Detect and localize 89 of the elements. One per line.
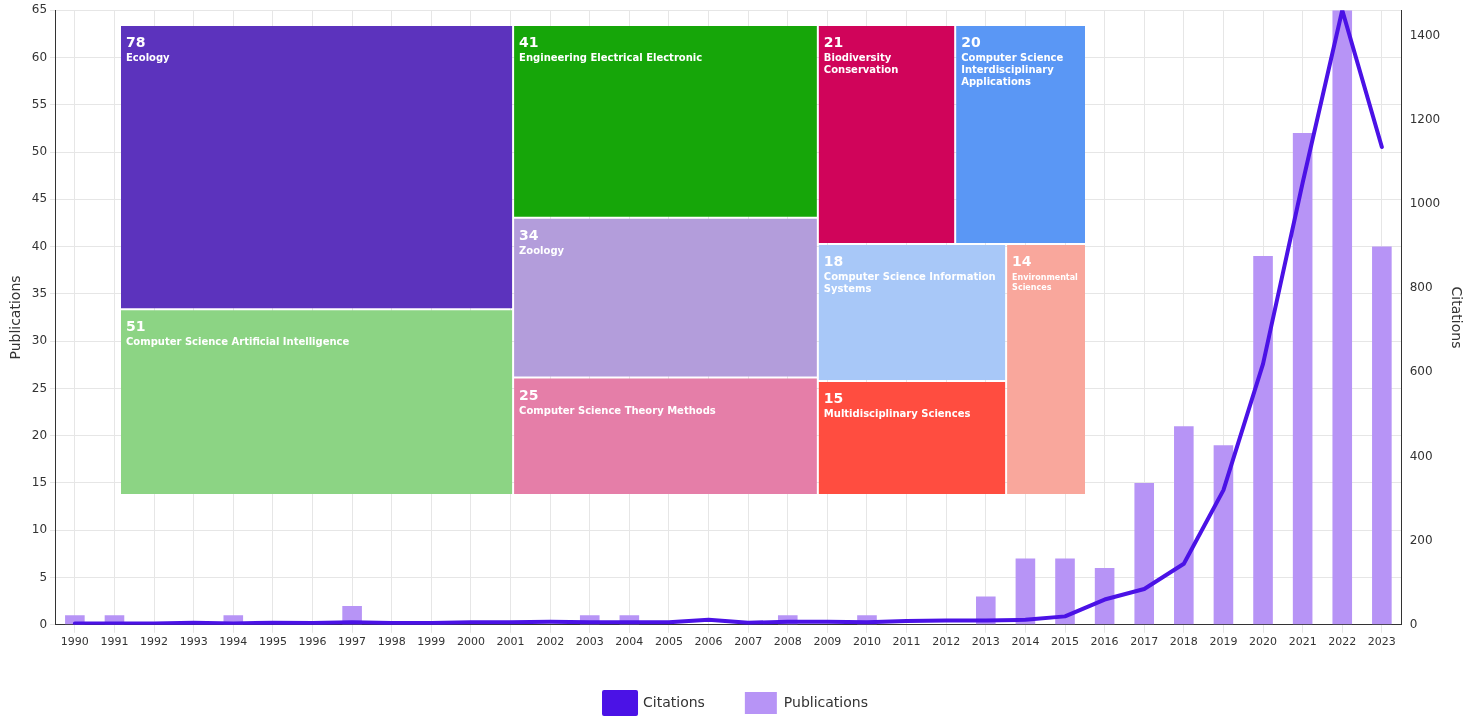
- y2-tick-label: 0: [1409, 616, 1418, 631]
- data-label: 78: [126, 34, 146, 50]
- bar: [1292, 133, 1313, 625]
- x-tick-label: 2007: [734, 635, 763, 649]
- y-tick-label: 35: [31, 285, 48, 300]
- x-tick-label: 1990: [60, 635, 89, 649]
- data-label: 18: [823, 252, 844, 269]
- bar: [1332, 10, 1353, 625]
- y-tick-label: 30: [31, 333, 48, 348]
- data-label: 34: [519, 226, 539, 243]
- x-tick-label: 1994: [219, 635, 248, 649]
- data-label: 15: [823, 389, 844, 406]
- bar: [1134, 482, 1155, 625]
- category-label: Engineering Electrical Electronic: [519, 52, 703, 63]
- category-label: Computer Science Theory Methods: [519, 404, 716, 416]
- category-label: Biodiversity Conservation: [823, 52, 899, 75]
- x-tick-label: 2023: [1367, 635, 1396, 649]
- y2-axis-title: Citations: [1448, 286, 1465, 349]
- category-label: Multidisciplinary Sciences: [823, 407, 971, 419]
- y-tick-label: 50: [31, 144, 48, 159]
- data-label: 21: [823, 34, 844, 50]
- y2-tick-label: 800: [1409, 280, 1433, 295]
- x-tick-label: 2009: [813, 635, 842, 649]
- y-tick-label: 10: [31, 522, 48, 537]
- data-label: 20: [961, 34, 981, 50]
- category-label: Computer Science Artificial Intelligence: [126, 336, 350, 348]
- x-tick-label: 1998: [377, 635, 406, 649]
- y2-tick-label: 1400: [1409, 27, 1441, 42]
- x-tick-label: 2022: [1328, 635, 1357, 649]
- y2-tick-label: 400: [1409, 448, 1433, 463]
- category-label: Computer Science Interdisciplinary Applications: [961, 52, 1064, 87]
- x-tick-label: 2013: [971, 635, 1000, 649]
- y-tick-label: 25: [31, 380, 48, 395]
- legend-label: Citations: [643, 693, 705, 710]
- y-tick-label: 45: [31, 191, 48, 206]
- category-label: Computer Science Information Systems: [823, 270, 996, 294]
- x-tick-label: 2015: [1051, 635, 1080, 649]
- y-tick-label: 5: [39, 569, 48, 584]
- data-label: 51: [126, 318, 146, 335]
- x-tick-label: 2002: [536, 635, 565, 649]
- x-tick-label: 2008: [773, 635, 802, 649]
- x-tick-label: 1993: [179, 635, 208, 649]
- bar: [1055, 558, 1075, 625]
- x-tick-label: 2012: [932, 635, 961, 649]
- data-label: 14: [1012, 252, 1032, 269]
- bar: [1015, 558, 1036, 625]
- x-tick-label: 1997: [338, 635, 367, 649]
- x-tick-label: 2018: [1169, 635, 1198, 649]
- data-label: 41: [519, 34, 539, 50]
- x-tick-label: 2021: [1288, 635, 1317, 649]
- x-tick-label: 1991: [100, 635, 129, 649]
- x-tick-label: 2019: [1209, 635, 1238, 649]
- x-tick-label: 2010: [852, 635, 881, 649]
- x-tick-label: 2017: [1130, 635, 1159, 649]
- bar: [1253, 256, 1273, 625]
- x-tick-label: 2000: [456, 635, 485, 649]
- y-axis-title: Publications: [7, 275, 24, 360]
- x-tick-label: 2004: [615, 635, 644, 649]
- y-tick-label: 55: [31, 96, 48, 111]
- y2-tick-label: 200: [1409, 532, 1433, 547]
- y-tick-label: 65: [31, 2, 48, 17]
- y-tick-label: 15: [31, 475, 48, 490]
- data-label: 25: [519, 386, 539, 403]
- legend-label: Publications: [783, 693, 868, 710]
- y2-tick-label: 1000: [1409, 195, 1441, 210]
- y2-tick-label: 1200: [1409, 111, 1441, 126]
- category-label: Environmental Sciences: [1012, 272, 1079, 292]
- y-tick-label: 40: [31, 238, 48, 253]
- x-tick-label: 2001: [496, 635, 525, 649]
- x-tick-label: 1999: [417, 635, 446, 649]
- x-tick-label: 2016: [1090, 635, 1119, 649]
- y-tick-label: 20: [31, 427, 48, 442]
- x-tick-label: 1995: [258, 635, 287, 649]
- y-tick-label: 0: [39, 616, 48, 631]
- bar: [1372, 246, 1392, 625]
- y-tick-label: 60: [31, 49, 48, 64]
- category-label: Zoology: [519, 244, 565, 256]
- x-tick-label: 2003: [575, 635, 604, 649]
- x-tick-label: 2011: [892, 635, 921, 649]
- x-tick-label: 1992: [140, 635, 169, 649]
- y2-tick-label: 600: [1409, 364, 1433, 379]
- x-tick-label: 2014: [1011, 635, 1040, 649]
- x-tick-label: 2006: [694, 635, 723, 649]
- category-label: Ecology: [126, 52, 171, 63]
- bar: [1174, 426, 1194, 625]
- x-tick-label: 1996: [298, 635, 327, 649]
- bar: [1213, 445, 1234, 625]
- x-tick-label: 2005: [654, 635, 683, 649]
- x-tick-label: 2020: [1249, 635, 1278, 649]
